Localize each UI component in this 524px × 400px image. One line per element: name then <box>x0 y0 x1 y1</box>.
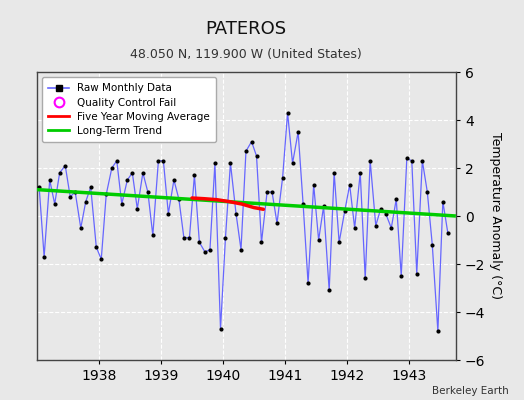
Point <box>211 160 219 166</box>
Point <box>226 160 235 166</box>
Point <box>237 246 245 253</box>
Point <box>86 184 95 190</box>
Point <box>428 242 436 248</box>
Point <box>444 230 452 236</box>
Point <box>402 155 411 162</box>
Point <box>164 210 172 217</box>
Point <box>117 201 126 207</box>
Point <box>206 246 214 253</box>
Point <box>40 254 48 260</box>
Point <box>283 110 292 116</box>
Text: 48.050 N, 119.900 W (United States): 48.050 N, 119.900 W (United States) <box>130 48 362 61</box>
Point <box>247 138 256 145</box>
Point <box>123 177 132 183</box>
Point <box>304 280 312 286</box>
Text: Berkeley Earth: Berkeley Earth <box>432 386 508 396</box>
Point <box>61 162 70 169</box>
Point <box>190 172 199 178</box>
Point <box>139 170 147 176</box>
Point <box>263 189 271 195</box>
Point <box>294 129 302 135</box>
Point <box>159 158 168 164</box>
Point <box>361 275 369 282</box>
Point <box>82 198 90 205</box>
Point <box>154 158 162 164</box>
Point <box>392 196 400 202</box>
Point <box>97 256 105 262</box>
Legend: Raw Monthly Data, Quality Control Fail, Five Year Moving Average, Long-Term Tren: Raw Monthly Data, Quality Control Fail, … <box>42 77 216 142</box>
Point <box>356 170 364 176</box>
Point <box>195 239 204 246</box>
Point <box>144 189 152 195</box>
Point <box>268 189 276 195</box>
Point <box>50 201 59 207</box>
Point <box>330 170 339 176</box>
Point <box>320 203 328 210</box>
Point <box>128 170 137 176</box>
Y-axis label: Temperature Anomaly (°C): Temperature Anomaly (°C) <box>489 132 502 300</box>
Point <box>257 239 266 246</box>
Point <box>253 153 261 159</box>
Point <box>434 328 442 334</box>
Point <box>273 220 281 226</box>
Point <box>56 170 64 176</box>
Point <box>372 222 380 229</box>
Point <box>310 182 318 188</box>
Point <box>216 326 225 332</box>
Point <box>77 225 85 231</box>
Point <box>201 249 209 255</box>
Point <box>314 237 323 243</box>
Point <box>46 177 54 183</box>
Point <box>423 189 431 195</box>
Point <box>439 198 447 205</box>
Point <box>232 210 240 217</box>
Point <box>180 234 188 241</box>
Point <box>113 158 121 164</box>
Point <box>278 174 287 181</box>
Point <box>133 206 141 212</box>
Point <box>351 225 359 231</box>
Point <box>107 165 116 171</box>
Point <box>377 206 385 212</box>
Point <box>387 225 396 231</box>
Point <box>335 239 343 246</box>
Point <box>221 234 230 241</box>
Point <box>366 158 374 164</box>
Point <box>92 244 101 250</box>
Point <box>149 232 157 238</box>
Point <box>299 201 307 207</box>
Point <box>418 158 427 164</box>
Point <box>242 148 250 154</box>
Point <box>174 196 183 202</box>
Point <box>66 194 74 200</box>
Point <box>397 273 406 279</box>
Point <box>381 210 390 217</box>
Point <box>288 160 297 166</box>
Text: PATEROS: PATEROS <box>206 20 287 38</box>
Point <box>35 184 43 190</box>
Point <box>185 234 194 241</box>
Point <box>341 208 349 214</box>
Point <box>170 177 178 183</box>
Point <box>71 189 79 195</box>
Point <box>412 270 421 277</box>
Point <box>325 287 333 294</box>
Point <box>345 182 354 188</box>
Point <box>408 158 416 164</box>
Point <box>102 191 111 198</box>
